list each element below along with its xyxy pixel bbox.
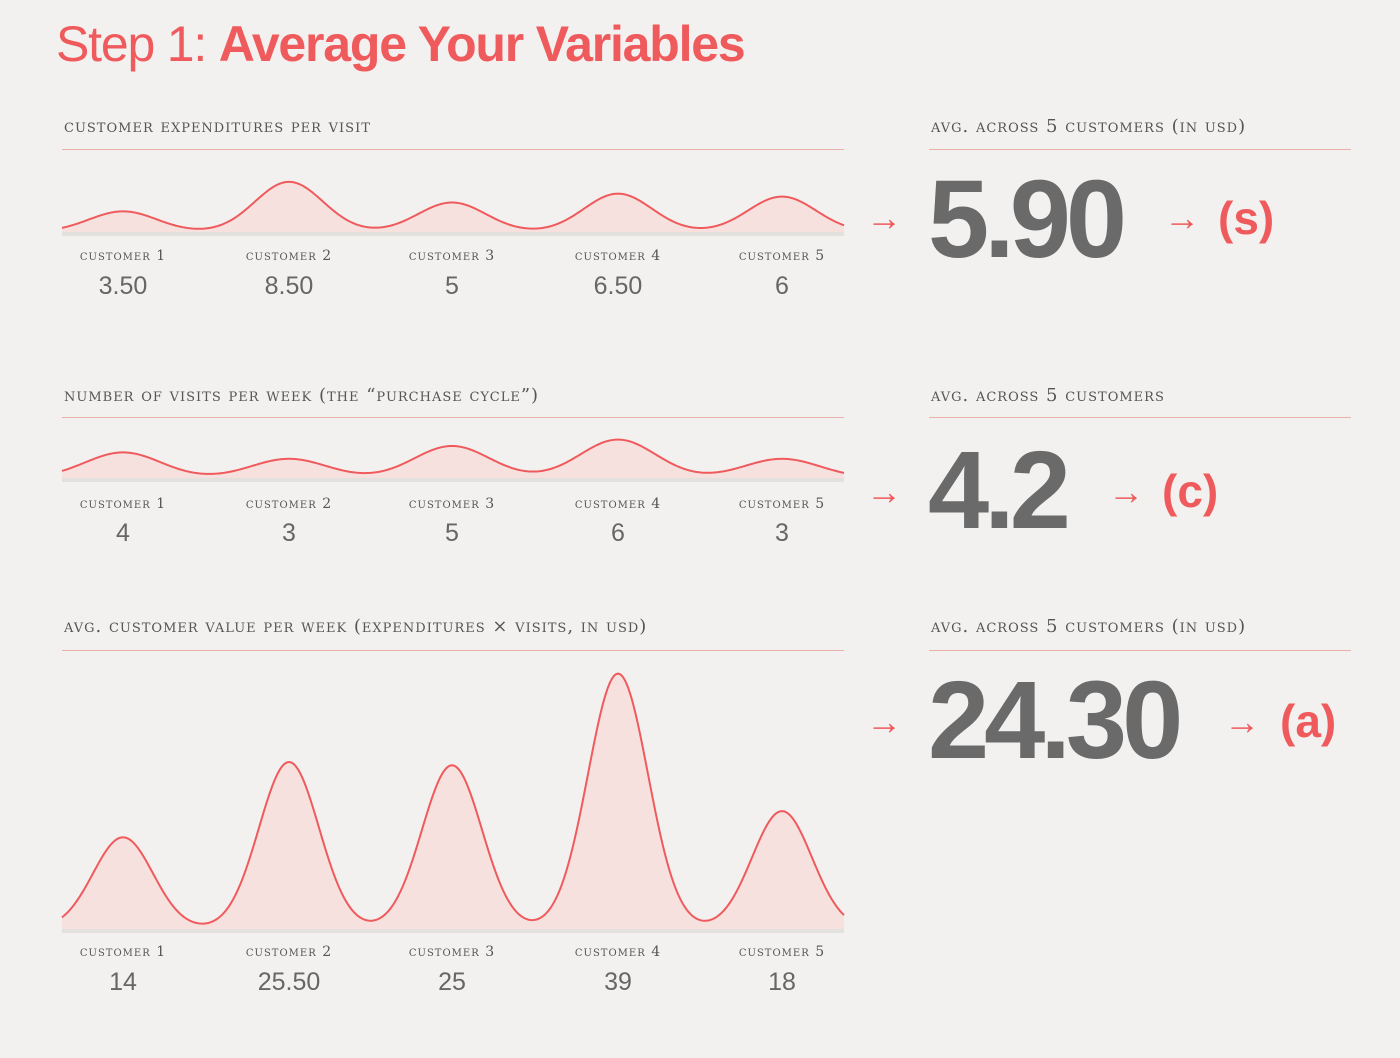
tick-label-customer-1: customer 1 <box>79 248 167 264</box>
data-label-customer-3: 5 <box>445 272 459 300</box>
chart-baseline <box>62 232 844 236</box>
data-label-customer-1: 4 <box>116 519 130 547</box>
chart-series-line <box>61 438 845 475</box>
tick-label-customer-4: customer 4 <box>574 248 662 264</box>
section-1-arrow2-icon: → <box>1164 197 1200 238</box>
tick-label-customer-5: customer 5 <box>738 496 826 512</box>
data-label-customer-5: 6 <box>775 272 789 300</box>
chart-baseline <box>62 929 844 933</box>
chart-expenditures <box>61 180 845 236</box>
chart-area-fill <box>62 439 844 478</box>
page-title: Step 1: Average Your Variables <box>56 14 746 74</box>
tick-label-customer-1: customer 1 <box>79 944 167 960</box>
data-label-customer-5: 3 <box>775 519 789 547</box>
data-label-customer-3: 5 <box>445 519 459 547</box>
tick-label-customer-1: customer 1 <box>79 496 167 512</box>
data-label-customer-3: 25 <box>438 968 466 996</box>
tick-label-customer-3: customer 3 <box>408 944 496 960</box>
section-1-rule <box>62 149 844 150</box>
tick-label-customer-4: customer 4 <box>574 944 662 960</box>
section-2-rule <box>62 417 844 418</box>
section-3-avg-rule <box>929 650 1351 651</box>
section-1-arrow-icon: → <box>866 197 902 238</box>
section-2-avg-value: 4.2 <box>928 429 1071 552</box>
data-label-customer-2: 3 <box>282 519 296 547</box>
chart-area-fill <box>62 673 844 929</box>
section-1-label: customer expenditures per visit <box>64 116 371 137</box>
tick-label-customer-5: customer 5 <box>738 248 826 264</box>
tick-label-customer-3: customer 3 <box>408 248 496 264</box>
chart-series-line <box>61 672 845 925</box>
section-3-tag: (a) <box>1280 695 1337 747</box>
section-1-avg-rule <box>929 149 1351 150</box>
data-label-customer-2: 25.50 <box>257 968 321 996</box>
data-label-customer-4: 6 <box>611 519 625 547</box>
tick-label-customer-2: customer 2 <box>245 248 333 264</box>
tick-label-customer-2: customer 2 <box>245 944 333 960</box>
data-label-customer-1: 14 <box>109 968 137 996</box>
tick-label-customer-5: customer 5 <box>738 944 826 960</box>
section-3-arrow-icon: → <box>866 701 902 742</box>
chart-customer-value <box>61 672 845 933</box>
section-2-avg-rule <box>929 417 1351 418</box>
chart-series-line <box>61 180 845 230</box>
section-3-avg-label: avg. across 5 customers (in usd) <box>931 616 1247 637</box>
data-label-customer-4: 39 <box>604 968 632 996</box>
data-label-customer-1: 3.50 <box>98 272 148 300</box>
data-label-customer-4: 6.50 <box>593 272 643 300</box>
tick-label-customer-2: customer 2 <box>245 496 333 512</box>
section-1-avg-value: 5.90 <box>928 158 1127 281</box>
chart-baseline <box>62 478 844 482</box>
data-label-customer-5: 18 <box>768 968 796 996</box>
section-2-avg-label: avg. across 5 customers <box>931 385 1165 406</box>
section-2-tag: (c) <box>1162 465 1219 517</box>
section-1-tag: (s) <box>1218 192 1275 244</box>
title-prefix: Step 1: <box>56 16 207 72</box>
chart-area-fill <box>62 181 844 232</box>
section-3-rule <box>62 650 844 651</box>
tick-label-customer-4: customer 4 <box>574 496 662 512</box>
section-3-label: avg. customer value per week (expenditur… <box>64 616 648 637</box>
section-2-label: number of visits per week (the “purchase… <box>64 385 540 406</box>
section-3-avg-value: 24.30 <box>928 659 1183 782</box>
section-3-arrow2-icon: → <box>1224 701 1260 742</box>
section-2-arrow-icon: → <box>866 471 902 512</box>
section-2-arrow2-icon: → <box>1108 471 1144 512</box>
section-1-avg-label: avg. across 5 customers (in usd) <box>931 116 1247 137</box>
tick-label-customer-3: customer 3 <box>408 496 496 512</box>
chart-visits <box>61 438 845 482</box>
data-label-customer-2: 8.50 <box>264 272 314 300</box>
title-main: Average Your Variables <box>218 16 746 72</box>
